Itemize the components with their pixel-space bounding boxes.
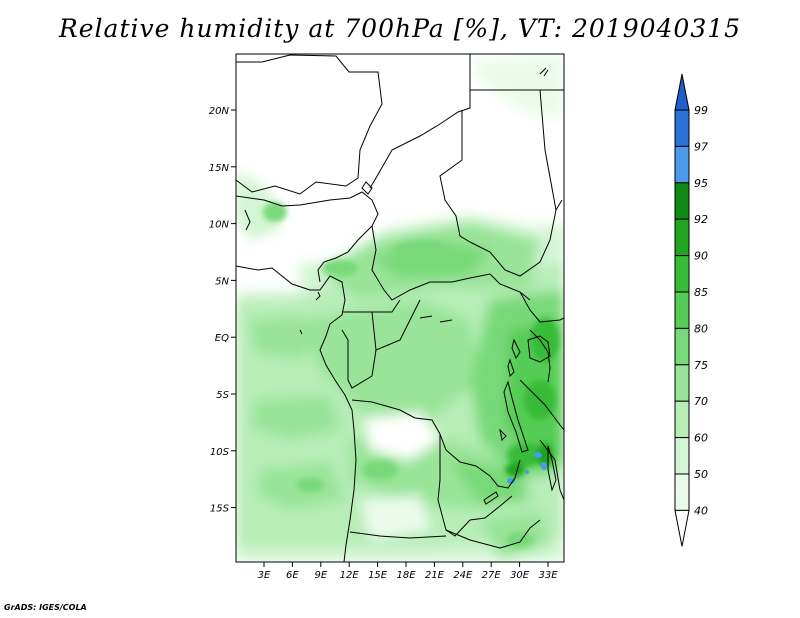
longitude-axis: 3E 6E 9E 12E 15E 18E 21E 24E 27E 30E 33E [258, 562, 558, 581]
lon-label: 27E [482, 570, 502, 581]
colorbar-label: 92 [694, 213, 708, 226]
lake-malawi [547, 445, 557, 492]
colorbar-label: 40 [694, 504, 708, 517]
lat-label: 10S [210, 447, 230, 458]
lat-label: 10N [209, 220, 230, 231]
colorbar-segment [674, 182, 690, 220]
lake-tanganyika [503, 380, 529, 453]
lat-label: EQ [215, 333, 229, 344]
border-namibia [349, 531, 447, 539]
colorbar-label: 97 [694, 140, 708, 153]
lake-volta [244, 209, 251, 231]
border-east-africa [519, 291, 564, 323]
map-frame [235, 53, 565, 563]
colorbar-label: 60 [694, 432, 708, 445]
map-boundaries [236, 54, 564, 562]
colorbar-label: 85 [694, 286, 708, 299]
border-zambia-south [445, 519, 541, 549]
lake-kivu [507, 358, 515, 378]
colorbar-label: 80 [694, 322, 708, 335]
colorbar-segment [674, 473, 690, 511]
border-drc-west [375, 299, 421, 351]
colorbar-label: 70 [694, 395, 708, 408]
lake-albert [511, 338, 521, 360]
small-lakes [299, 67, 549, 335]
colorbar-label: 75 [694, 359, 708, 372]
colorbar-top-arrow [674, 73, 690, 111]
colorbar-label: 95 [694, 177, 708, 190]
colorbar-segment [674, 400, 690, 439]
colorbar-label: 90 [694, 250, 708, 263]
lake-chad [361, 181, 373, 195]
colorbar: 99 97 95 92 90 85 80 75 70 60 50 40 [674, 73, 708, 547]
coastline [236, 265, 357, 562]
colorbar-label: 50 [694, 468, 708, 481]
lake-mweru [499, 428, 507, 442]
border-north [236, 54, 383, 195]
border-drc-south [351, 399, 521, 489]
colorbar-label: 99 [694, 104, 708, 117]
lake-kariba [483, 491, 499, 505]
border-tanzania [519, 379, 564, 431]
lon-label: 24E [453, 570, 473, 581]
chart-title: Relative humidity at 700hPa [%], VT: 201… [58, 14, 742, 43]
colorbar-segment [674, 364, 690, 402]
max-humidity-cells [507, 452, 547, 484]
border-libya-egypt [369, 54, 471, 189]
lon-label: 33E [538, 570, 558, 581]
lon-label: 3E [258, 570, 271, 581]
lat-label: 15N [209, 163, 230, 174]
lon-label: 30E [510, 570, 530, 581]
border-angola-zambia [437, 434, 513, 537]
border-chad-sudan [439, 110, 471, 243]
lon-label: 21E [425, 570, 445, 581]
colorbar-segment [674, 109, 690, 147]
lon-label: 18E [396, 570, 416, 581]
border-niger-nigeria [236, 191, 379, 263]
border-nigeria-cameroon [317, 261, 325, 283]
colorbar-segment [674, 437, 690, 475]
colorbar-segment [674, 327, 690, 366]
colorbar-segment [674, 218, 690, 257]
lon-label: 12E [340, 570, 360, 581]
lat-label: 5N [215, 276, 229, 287]
colorbar-segment [674, 291, 690, 329]
lon-label: 15E [368, 570, 388, 581]
lon-label: 9E [314, 570, 327, 581]
humidity-field [236, 54, 564, 562]
colorbar-segment [674, 255, 690, 293]
latitude-axis: 20N 15N 10N 5N EQ 5S 10S 15S [209, 106, 236, 515]
lat-label: 15S [210, 504, 230, 515]
border-sudan-ethiopia [539, 89, 557, 211]
lat-label: 5S [216, 390, 229, 401]
colorbar-segment [674, 145, 690, 184]
border-sudan-east [469, 199, 563, 277]
border-chad-car [371, 225, 531, 301]
lon-label: 6E [286, 570, 299, 581]
lake-victoria [527, 335, 551, 363]
lat-label: 20N [209, 106, 230, 117]
grads-credit: GrADS: IGES/COLA [4, 603, 87, 612]
border-cameroon-south [342, 299, 401, 313]
colorbar-bottom-arrow [674, 509, 690, 547]
